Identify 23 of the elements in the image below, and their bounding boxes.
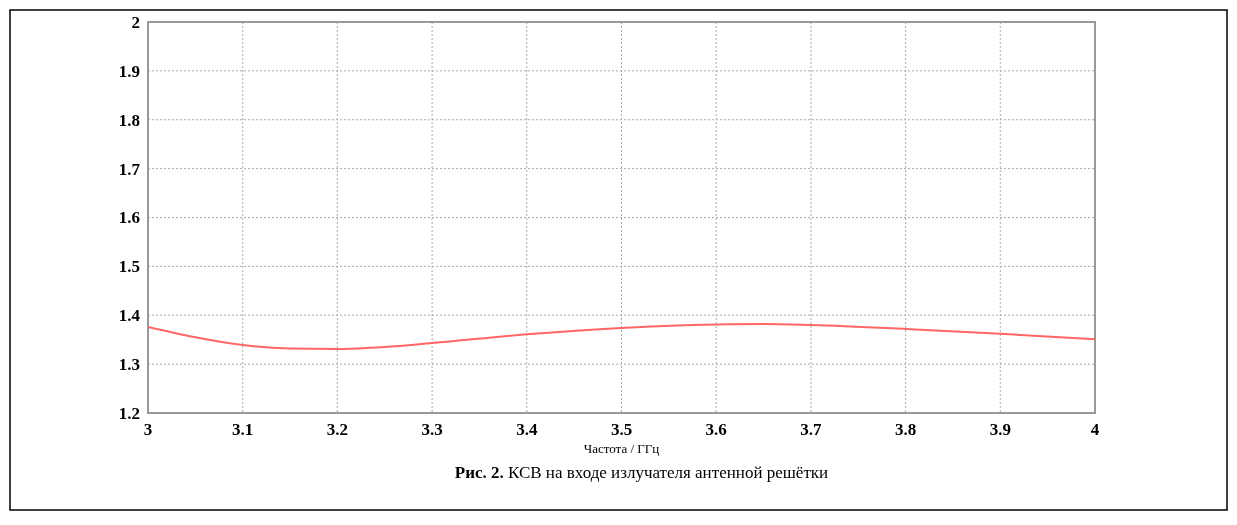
x-tick-label: 3.4 <box>516 420 538 439</box>
x-tick-label: 3.7 <box>800 420 823 439</box>
y-tick-label: 2 <box>131 12 140 32</box>
y-tick-label: 1.7 <box>118 159 141 179</box>
y-tick-label: 1.6 <box>118 208 140 228</box>
y-tick-label: 1.4 <box>118 306 141 326</box>
x-axis-title: Частота / ГГц <box>583 441 660 456</box>
x-tick-label: 3 <box>143 420 153 439</box>
line-series <box>147 323 1096 350</box>
text: Рис. 2. КСВ на входе излучателя антенной решётки <box>454 463 829 482</box>
x-tick-label: 3.3 <box>421 420 443 439</box>
y-tick-label: 1.3 <box>118 355 140 375</box>
y-tick-label: 1.5 <box>118 257 140 277</box>
y-tick-label: 1.2 <box>118 403 140 423</box>
y-tick-label: 1.9 <box>118 61 140 81</box>
x-tick-label: 3.2 <box>326 420 349 439</box>
y-tick-label: 1.8 <box>118 110 140 130</box>
x-tick-label: 4 <box>1090 420 1100 439</box>
x-tick-label: 3.9 <box>989 420 1011 439</box>
x-tick-label: 3.6 <box>705 420 727 439</box>
x-tick-label: 3.8 <box>894 420 917 439</box>
x-tick-label: 3.1 <box>232 420 254 439</box>
x-tick-label: 3.5 <box>610 420 633 439</box>
